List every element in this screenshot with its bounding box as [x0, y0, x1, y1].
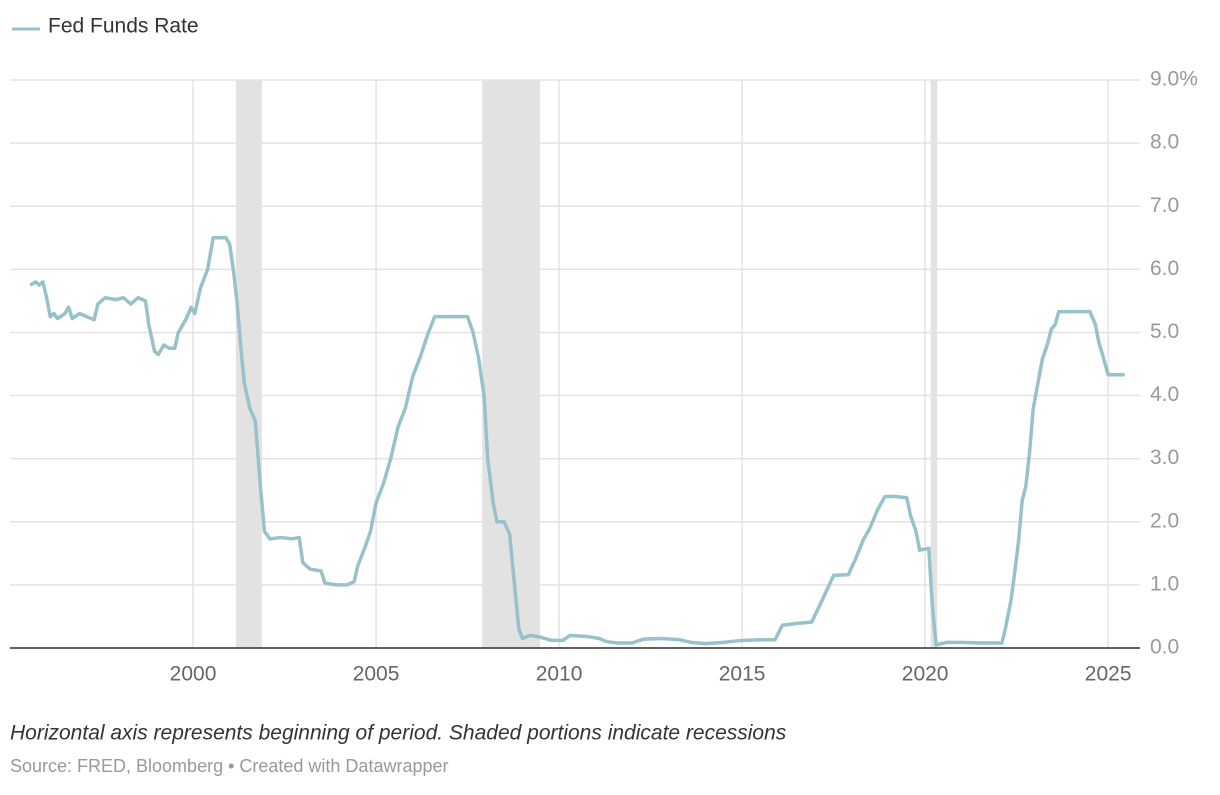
y-tick-label: 6.0 [1150, 257, 1179, 280]
recession-band [930, 80, 938, 648]
y-tick-label: 4.0 [1150, 383, 1179, 406]
y-tick-label: 8.0 [1150, 131, 1179, 154]
x-tick-label: 2020 [902, 663, 949, 686]
y-tick-label: 7.0 [1150, 194, 1179, 217]
note: Horizontal axis represents beginning of … [10, 722, 787, 745]
y-tick-label: 1.0 [1150, 572, 1179, 595]
y-tick-label: 2.0 [1150, 509, 1179, 532]
y-tick-label: 3.0 [1150, 446, 1179, 469]
y-tick-label: 9.0% [1150, 68, 1198, 91]
x-tick-label: 2000 [170, 663, 217, 686]
data-line [29, 236, 1125, 647]
y-tick-label: 0.0 [1150, 636, 1179, 659]
recession-band [235, 80, 262, 648]
x-tick-label: 2005 [353, 663, 400, 686]
x-tick-label: 2025 [1085, 663, 1132, 686]
source: Source: FRED, Bloomberg • Created with D… [10, 756, 449, 776]
y-tick-label: 5.0 [1150, 320, 1179, 343]
x-tick-label: 2010 [536, 663, 583, 686]
x-tick-label: 2015 [719, 663, 766, 686]
legend-label: Fed Funds Rate [48, 15, 199, 38]
